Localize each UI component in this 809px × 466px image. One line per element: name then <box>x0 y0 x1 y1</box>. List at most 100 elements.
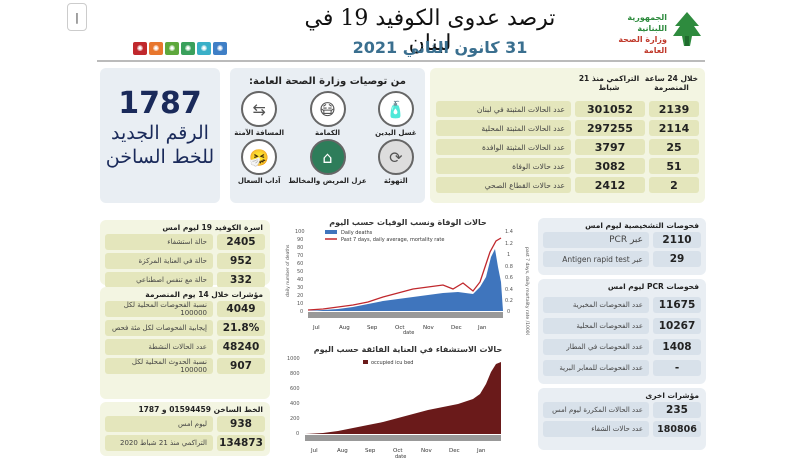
svg-text:100: 100 <box>295 229 305 235</box>
rec-isolation: ⌂ عزل المريض والمخالط <box>288 139 367 185</box>
stats-row: 2139 301052 عدد الحالات المثبتة في لبنان <box>430 101 705 117</box>
svg-text:70: 70 <box>297 253 303 259</box>
value-cumulative: 2412 <box>575 177 645 193</box>
svg-text:Aug: Aug <box>339 325 350 331</box>
rec-ventilation: ⟳ التهوئة <box>367 139 425 185</box>
label: عدد الفحوصات للمعابر البرية <box>543 360 649 376</box>
sun-icon: ✺ <box>197 42 211 55</box>
other-indicators-panel: مؤشرات اخرى 235 عدد الحالات المكررة ليوم … <box>538 388 706 450</box>
svg-text:Oct: Oct <box>395 325 405 331</box>
recommendations-panel: من توصيات وزارة الصحة العامة: 🧴 غسل اليد… <box>230 68 425 203</box>
label: نسبة الحدوث المحلية لكل 100000 <box>105 358 213 374</box>
svg-text:1.4: 1.4 <box>505 229 513 235</box>
hotline-label-2: للخط الساخن <box>105 146 215 168</box>
value: 4049 <box>217 301 265 317</box>
svg-text:0: 0 <box>507 309 510 315</box>
page-title: ترصد عدوى الكوفيد 19 في لبنان <box>304 6 556 56</box>
hotline-number: 1787 <box>118 86 202 121</box>
rec-label: الكمامة <box>315 129 340 137</box>
value: 48240 <box>217 339 265 355</box>
ventilation-icon: ⟳ <box>377 139 414 175</box>
logo-line-2: وزارة الصحة العامة <box>618 35 667 55</box>
label: عدد الفحوصات في المطار <box>543 339 649 355</box>
value-cumulative: 297255 <box>575 120 645 136</box>
value: 332 <box>217 272 265 288</box>
value: 2405 <box>217 234 265 250</box>
value-24h: 2139 <box>649 101 699 117</box>
svg-text:Jul: Jul <box>310 448 318 454</box>
value-cumulative: 3797 <box>575 139 645 155</box>
icu-chart: 1000 800 600 400 200 0 occupied icu bed Jul Au… <box>287 356 501 460</box>
label: التراكمي منذ 21 شباط 2020 <box>105 435 213 451</box>
svg-text:date: date <box>395 454 406 460</box>
svg-text:400: 400 <box>290 401 300 407</box>
value-24h: 25 <box>649 139 699 155</box>
value-24h: 51 <box>649 158 699 174</box>
value-cumulative: 301052 <box>575 101 645 117</box>
label: حالة استشفاء <box>105 234 213 250</box>
value-cumulative: 3082 <box>575 158 645 174</box>
row-label: عدد الحالات المثبتة الوافدة <box>436 139 571 155</box>
sun-icon: ✺ <box>149 42 163 55</box>
label: عبر Antigen rapid test <box>543 251 649 267</box>
value: - <box>653 360 701 376</box>
svg-text:1: 1 <box>507 252 510 258</box>
col-header-cumulative: التراكمي منذ 21 شباط <box>578 74 640 92</box>
value: 1408 <box>653 339 701 355</box>
sun-icon: ✺ <box>165 42 179 55</box>
social-distance-icon: ⇆ <box>241 91 278 127</box>
indicators-14-panel: مؤشرات خلال 14 يوم المنصرمة 4049 نسبة الف… <box>100 287 270 399</box>
home-isolation-icon: ⌂ <box>309 139 346 175</box>
menu-button[interactable]: | <box>67 3 87 31</box>
sun-icon: ✺ <box>133 42 147 55</box>
value: 29 <box>653 251 701 267</box>
svg-text:80: 80 <box>297 245 303 251</box>
rec-label: عزل المريض والمخالط <box>288 177 367 185</box>
svg-text:Jan: Jan <box>477 325 487 331</box>
recommendations-title: من توصيات وزارة الصحة العامة: <box>249 76 406 87</box>
label: حالة في العناية المركزة <box>105 253 213 269</box>
value: 952 <box>217 253 265 269</box>
svg-text:Past 7 days, daily average, mo: Past 7 days, daily average, mortality ra… <box>341 237 444 243</box>
row-label: عدد حالات القطاع الصحي <box>436 177 571 193</box>
svg-text:30: 30 <box>297 285 303 291</box>
svg-text:1.2: 1.2 <box>505 241 513 247</box>
label: إيجابية الفحوصات لكل مئة فحص <box>105 320 213 336</box>
label: حالة مع تنفس اصطناعي <box>105 272 213 288</box>
label: عدد الحالات المكررة ليوم امس <box>543 402 649 418</box>
sdg-dots: ✺ ✺ ✺ ✺ ✺ ✺ <box>133 42 227 55</box>
row-label: عدد الحالات المثبتة المحلية <box>436 120 571 136</box>
svg-text:Sep: Sep <box>365 448 376 454</box>
rec-label: آداب السعال <box>237 177 281 185</box>
svg-text:past 7 days, daily mortality r: past 7 days, daily mortality rate /10000… <box>524 247 530 335</box>
value: 907 <box>217 358 265 374</box>
main-stats-panel: خلال 24 ساعة المنصرمة التراكمي منذ 21 شب… <box>430 68 705 203</box>
svg-text:600: 600 <box>290 386 300 392</box>
hand-sanitizer-icon: 🧴 <box>377 91 414 127</box>
icu-chart-title: حالات الاستشفاء في العناية الفائقة حسب ا… <box>313 345 503 354</box>
row-label: عدد الحالات المثبتة في لبنان <box>436 101 571 117</box>
svg-text:Jul: Jul <box>312 325 320 331</box>
svg-text:200: 200 <box>290 416 300 422</box>
charts-area: حالات الوفاة ونسب الوفيات حسب اليوم 100 9… <box>283 215 533 460</box>
diagnostic-tests-title: فحوصات التشخيصية ليوم امس <box>585 221 699 230</box>
value: 180806 <box>653 421 701 437</box>
svg-text:800: 800 <box>290 371 300 377</box>
svg-text:0.2: 0.2 <box>505 298 513 304</box>
face-mask-icon: 😷 <box>309 91 346 127</box>
logo-line-1: الجمهورية اللبنانية <box>627 13 667 33</box>
svg-text:Sep: Sep <box>367 325 378 331</box>
svg-text:60: 60 <box>297 261 303 267</box>
svg-text:Dec: Dec <box>451 325 462 331</box>
pcr-tests-panel: فحوصات PCR ليوم امس 11675 عدد الفحوصات ال… <box>538 279 706 384</box>
svg-text:0: 0 <box>296 431 299 437</box>
cough-etiquette-icon: 🤧 <box>241 139 278 175</box>
label: ليوم امس <box>105 416 213 432</box>
rec-label: المسافة الآمنة <box>234 129 285 137</box>
ministry-logo-text: الجمهورية اللبنانية وزارة الصحة العامة <box>595 12 667 56</box>
beds-panel: اسرة الكوفيد 19 ليوم امس 2405 حالة استشفا… <box>100 220 270 288</box>
value: 11675 <box>653 297 701 313</box>
deaths-chart-title: حالات الوفاة ونسب الوفيات حسب اليوم <box>329 218 487 227</box>
sun-icon: ✺ <box>181 42 195 55</box>
